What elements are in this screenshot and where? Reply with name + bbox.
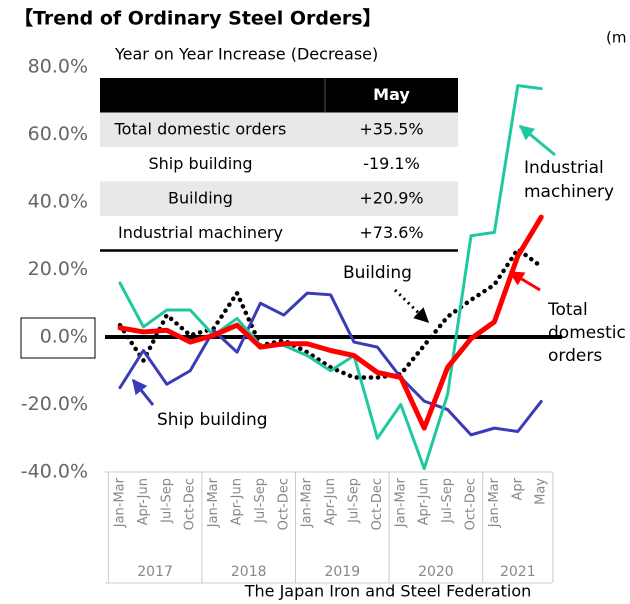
annotation: Industrial bbox=[524, 158, 604, 178]
annotation-arrow bbox=[508, 270, 541, 292]
source: The Japan Iron and Steel Federation bbox=[244, 582, 532, 601]
x-tick-label: Jan-Mar bbox=[393, 477, 408, 528]
table-column-header: May bbox=[373, 85, 410, 104]
series-line bbox=[117, 247, 544, 380]
table-row-label: Ship building bbox=[148, 154, 252, 173]
year-label: 2018 bbox=[231, 564, 267, 580]
x-tick-label: Apr-Jun bbox=[417, 478, 432, 525]
y-tick-label: 40.0% bbox=[28, 191, 88, 213]
annotation-arrow bbox=[518, 124, 556, 157]
x-tick-label: Jul-Sep bbox=[253, 478, 268, 524]
chart-title: 【Trend of Ordinary Steel Orders】 bbox=[14, 7, 382, 30]
y-tick-label: 0.0% bbox=[40, 326, 88, 348]
table-row-label: Total domestic orders bbox=[114, 119, 287, 138]
zero-label-box bbox=[20, 317, 96, 359]
series-line bbox=[117, 214, 544, 431]
table-row-label: Building bbox=[168, 188, 233, 207]
annotation-arrow bbox=[131, 378, 155, 406]
annotation-arrow bbox=[393, 288, 430, 324]
table-header bbox=[100, 78, 458, 113]
x-tick-label: Jul-Sep bbox=[347, 478, 362, 524]
year-label: 2017 bbox=[137, 564, 173, 580]
y-tick-label: 20.0% bbox=[28, 258, 88, 280]
y-tick-label: 80.0% bbox=[28, 56, 88, 78]
annotation: Ship building bbox=[157, 410, 268, 430]
x-tick-label: May bbox=[534, 478, 549, 505]
year-label: 2020 bbox=[418, 564, 454, 580]
table-row-value: +35.5% bbox=[359, 119, 423, 138]
x-tick-label: Oct-Dec bbox=[464, 478, 479, 530]
x-tick-label: Oct-Dec bbox=[276, 478, 291, 530]
x-tick-label: Apr-Jun bbox=[323, 478, 338, 525]
subtitle: Year on Year Increase (Decrease) bbox=[114, 45, 378, 64]
x-tick-label: Jan-Mar bbox=[206, 477, 221, 528]
x-tick-label: Oct-Dec bbox=[183, 478, 198, 530]
x-tick-label: Jul-Sep bbox=[159, 478, 174, 524]
x-tick-label: Apr-Jun bbox=[230, 478, 245, 525]
series-line bbox=[118, 291, 543, 437]
x-tick-label: Jan-Mar bbox=[487, 477, 502, 528]
y-tick-label: 60.0% bbox=[28, 123, 88, 145]
annotation: orders bbox=[548, 346, 602, 366]
table-row-bg bbox=[100, 181, 458, 216]
y-tick-label: -40.0% bbox=[21, 461, 88, 483]
y-tick-label: -20.0% bbox=[21, 393, 88, 415]
table-row-label: Industrial machinery bbox=[118, 223, 283, 242]
x-tick-label: Oct-Dec bbox=[370, 478, 385, 530]
x-tick-label: Apr-Jun bbox=[136, 478, 151, 525]
x-tick-label: Jul-Sep bbox=[440, 478, 455, 524]
annotation: machinery bbox=[524, 182, 614, 202]
x-tick-label: Jan-Mar bbox=[300, 477, 315, 528]
annotation: domestic bbox=[548, 323, 626, 343]
year-label: 2021 bbox=[500, 564, 536, 580]
year-label: 2019 bbox=[324, 564, 360, 580]
annotation: Total bbox=[547, 300, 588, 320]
annotation: Building bbox=[343, 263, 412, 283]
table-row-bg bbox=[100, 112, 458, 147]
table-row-value: -19.1% bbox=[363, 154, 420, 173]
table-row-value: +73.6% bbox=[359, 223, 423, 242]
x-tick-label: Jan-Mar bbox=[113, 477, 128, 528]
unit-note: (m bbox=[606, 29, 626, 47]
x-tick-label: Apr bbox=[510, 477, 525, 500]
table-row-value: +20.9% bbox=[359, 188, 423, 207]
series-line bbox=[118, 84, 543, 471]
